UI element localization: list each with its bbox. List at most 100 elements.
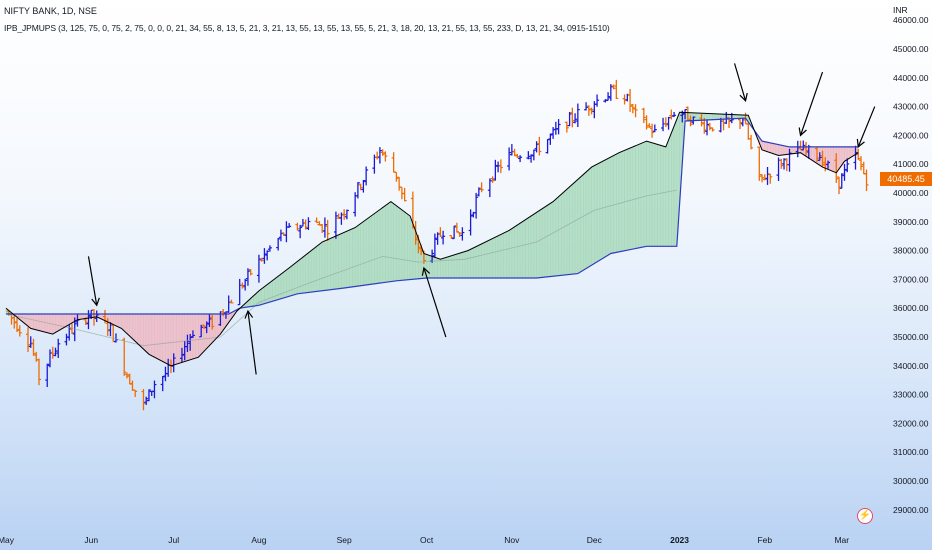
cloud-segment — [321, 240, 326, 292]
lightning-bolt-icon[interactable]: ⚡ — [857, 508, 873, 524]
cloud-segment — [195, 313, 199, 359]
cloud-segment — [695, 112, 700, 121]
cloud-segment — [261, 286, 265, 305]
cloud-segment — [63, 313, 67, 329]
cloud-segment — [599, 160, 603, 261]
cloud-segment — [332, 235, 337, 290]
y-tick-label: 30000.00 — [893, 476, 929, 486]
cloud-segment — [162, 313, 166, 364]
arrow-head — [421, 266, 431, 276]
cloud-segment — [506, 229, 510, 279]
cloud-segment — [154, 313, 158, 360]
cloud-segment — [214, 313, 218, 341]
cloud-segment — [596, 162, 601, 263]
cloud-segment — [486, 239, 491, 279]
cloud-segment — [297, 258, 301, 295]
cloud-segment — [709, 113, 713, 121]
cloud-segment — [775, 143, 779, 156]
midline-series — [5, 189, 677, 347]
cloud-segment — [462, 251, 466, 279]
cloud-segment — [500, 232, 504, 279]
x-tick-label: Oct — [420, 535, 434, 545]
cloud-segment — [365, 216, 370, 286]
annotation-arrow — [733, 63, 747, 101]
cloud-segment — [55, 313, 59, 334]
arrow-head — [91, 297, 100, 307]
cloud-segment — [613, 153, 617, 254]
cloud-segment — [588, 166, 592, 268]
cloud-segment — [585, 168, 590, 270]
y-tick-label: 39000.00 — [893, 217, 929, 227]
cloud-segment — [541, 206, 546, 278]
cloud-segment — [316, 243, 320, 292]
cloud-segment — [33, 313, 37, 331]
cloud-segment — [621, 149, 625, 252]
cloud-segment — [445, 256, 449, 279]
x-tick-label: Sep — [337, 535, 352, 545]
y-tick-label: 46000.00 — [893, 15, 929, 25]
y-tick-label: 29000.00 — [893, 505, 929, 515]
annotation-arrow — [87, 256, 98, 306]
cloud-segment — [129, 313, 133, 340]
cloud-segment — [360, 220, 364, 287]
cloud-segment — [772, 143, 777, 156]
indicator-settings[interactable]: IPB_JPMUPS (3, 125, 75, 0, 75, 2, 75, 0,… — [4, 23, 610, 33]
cloud-segment — [495, 235, 499, 279]
cloud-segment — [368, 215, 372, 285]
cloud-segment — [299, 256, 304, 294]
cloud-segment — [464, 250, 469, 279]
cloud-segment — [539, 208, 543, 279]
x-tick-label: Dec — [587, 535, 603, 545]
cloud-segment — [497, 233, 502, 279]
arrow-head — [244, 309, 254, 319]
cloud-segment — [371, 213, 375, 285]
cloud-segment — [60, 313, 65, 330]
cloud-segment — [550, 201, 554, 277]
cloud-segment — [156, 313, 161, 361]
cloud-segment — [335, 234, 339, 290]
cloud-segment — [401, 209, 405, 281]
y-tick-label: 35000.00 — [893, 332, 929, 342]
cloud-segment — [354, 224, 359, 287]
cloud-segment — [528, 215, 532, 279]
cloud-segment — [624, 148, 628, 252]
cloud-segment — [302, 254, 306, 294]
cloud-segment — [453, 253, 458, 279]
cloud-segment — [137, 313, 142, 348]
cloud-segment — [569, 183, 573, 275]
x-tick-label: Mar — [834, 535, 849, 545]
cloud-segment — [525, 217, 529, 279]
cloud-segment — [517, 222, 521, 279]
cloud-segment — [115, 313, 120, 328]
cloud-segment — [665, 139, 669, 247]
cloud-segment — [319, 241, 323, 292]
cloud-segment — [379, 207, 383, 284]
cloud-segment — [640, 141, 645, 248]
cloud-segment — [30, 313, 34, 330]
cloud-segment — [778, 144, 782, 156]
cloud-segment — [605, 157, 609, 258]
cloud-segment — [555, 196, 559, 277]
cloud-segment — [327, 237, 331, 291]
cloud-segment — [761, 140, 766, 152]
y-tick-label: 45000.00 — [893, 44, 929, 54]
annotation-arrow — [423, 267, 447, 338]
y-tick-label: 43000.00 — [893, 102, 929, 112]
cloud-segment — [393, 203, 397, 282]
cloud-segment — [783, 145, 788, 156]
cloud-segment — [514, 224, 518, 279]
cloud-segment — [580, 173, 584, 273]
cloud-segment — [310, 247, 315, 293]
cloud-segment — [583, 171, 587, 271]
cloud-segment — [481, 242, 485, 279]
cloud-segment — [264, 284, 268, 305]
annotation-arrow — [247, 311, 257, 375]
cloud-segment — [398, 207, 403, 281]
arrow-head — [739, 92, 748, 103]
x-tick-label: Aug — [251, 535, 266, 545]
baseline-series — [6, 117, 859, 315]
cloud-segment — [390, 201, 394, 282]
y-tick-label: 34000.00 — [893, 361, 929, 371]
